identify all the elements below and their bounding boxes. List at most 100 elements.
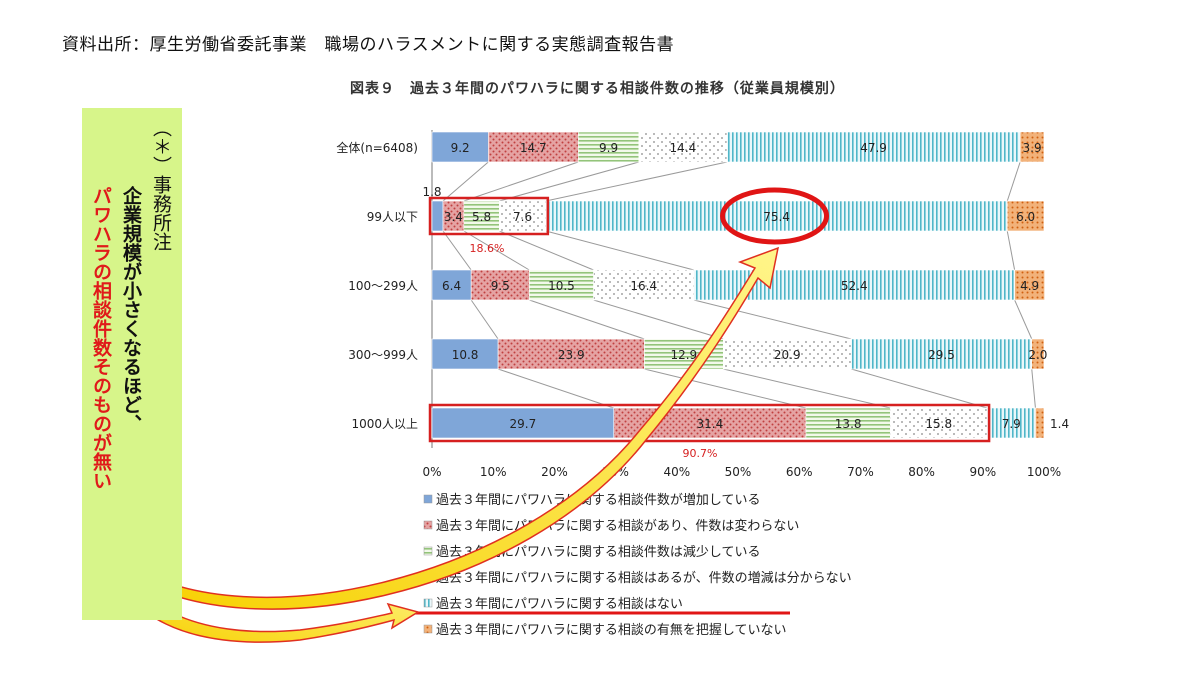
category-label: 1000人以上 xyxy=(351,417,418,431)
x-tick-label: 90% xyxy=(969,465,996,479)
legend-label: 過去３年間にパワハラに関する相談があり、件数は変わらない xyxy=(436,518,799,534)
connector-line xyxy=(499,161,639,202)
connector-line xyxy=(463,161,579,202)
connector-line xyxy=(1006,161,1021,202)
connector-line xyxy=(693,299,852,340)
bar-segment xyxy=(499,200,547,232)
bar-segment xyxy=(470,269,530,301)
legend-label: 過去３年間にパワハラに関する相談の有無を把握していない xyxy=(436,622,786,638)
bar-segment xyxy=(1006,200,1045,232)
bar-segment xyxy=(1035,407,1045,439)
bar-segment xyxy=(986,407,1036,439)
segment-value-label: 7.9 xyxy=(1002,417,1021,431)
x-tick-label: 100% xyxy=(1027,465,1061,479)
connector-line xyxy=(442,230,472,271)
bar-segment xyxy=(1014,269,1045,301)
x-tick-label: 40% xyxy=(663,465,690,479)
x-tick-label: 20% xyxy=(541,465,568,479)
source-caption: 資料出所：厚生労働省委託事業 職場のハラスメントに関する実態調査報告書 xyxy=(62,35,675,55)
curved-arrow-lower xyxy=(115,557,420,643)
bar-segment xyxy=(463,200,500,232)
legend-label: 過去３年間にパワハラに関する相談件数が増加している xyxy=(436,492,760,508)
connector-line xyxy=(851,368,988,409)
connector-line xyxy=(499,230,594,271)
bar-segment xyxy=(529,269,594,301)
segment-value-label: 4.9 xyxy=(1020,279,1039,293)
note-line-2: パワハラの相談件数そのものが無い xyxy=(90,186,112,490)
bar-segment xyxy=(431,200,444,232)
x-tick-label: 70% xyxy=(847,465,874,479)
segment-value-label: 23.9 xyxy=(558,348,585,362)
category-label: 300～999人 xyxy=(348,348,418,362)
segment-value-label: 7.6 xyxy=(513,210,532,224)
bar-segment xyxy=(1031,338,1045,370)
highlight-box xyxy=(428,403,991,443)
segment-value-label: 10.8 xyxy=(452,348,479,362)
x-tick-label: 50% xyxy=(725,465,752,479)
segment-value-label: 14.4 xyxy=(670,141,697,155)
legend-label: 過去３年間にパワハラに関する相談はない xyxy=(436,596,683,612)
connector-line xyxy=(1014,299,1033,340)
bar-segment xyxy=(545,200,1008,232)
legend-swatch xyxy=(423,520,433,530)
connector-line xyxy=(463,230,530,271)
note-prefix: （＊）事務所注 xyxy=(150,118,172,251)
segment-value-label: 14.7 xyxy=(520,141,547,155)
connector-line xyxy=(470,299,499,340)
annotation-label: 18.6% xyxy=(470,242,505,255)
segment-value-label: 1.8 xyxy=(422,185,441,199)
connector-line xyxy=(545,230,695,271)
annotation-label: 90.7% xyxy=(683,447,718,460)
segment-value-label: 29.5 xyxy=(928,348,955,362)
connector-line xyxy=(529,299,645,340)
connector-line xyxy=(497,368,614,409)
segment-value-label: 9.9 xyxy=(599,141,618,155)
legend-swatch xyxy=(423,598,433,608)
highlight-oval xyxy=(720,187,830,245)
segment-value-label: 12.9 xyxy=(670,348,697,362)
x-tick-label: 60% xyxy=(786,465,813,479)
bar-segment xyxy=(488,131,579,163)
connector-line xyxy=(1031,368,1036,409)
chart-title: 図表９ 過去３年間のパワハラに関する相談件数の推移（従業員規模別） xyxy=(350,81,845,97)
connector-line xyxy=(644,368,807,409)
bar-segment xyxy=(850,338,1033,370)
bar-segment xyxy=(497,338,645,370)
connector-line xyxy=(723,368,891,409)
annotation-arrows xyxy=(115,246,779,643)
note-box xyxy=(82,108,182,620)
segment-value-label: 1.4 xyxy=(1050,417,1069,431)
note-line-1: 企業規模が小さくなるほど、 xyxy=(120,186,142,433)
segment-value-label: 6.4 xyxy=(442,279,461,293)
segment-value-label: 13.8 xyxy=(835,417,862,431)
segment-value-label: 75.4 xyxy=(763,210,790,224)
category-label: 全体(n=6408) xyxy=(336,140,418,155)
segment-value-label: 3.9 xyxy=(1023,141,1042,155)
segment-value-label: 9.5 xyxy=(491,279,510,293)
bar-segment xyxy=(431,407,615,439)
legend-swatch xyxy=(423,624,433,634)
bar-segment xyxy=(726,131,1021,163)
x-tick-label: 10% xyxy=(480,465,507,479)
segment-value-label: 2.0 xyxy=(1028,348,1047,362)
x-tick-label: 0% xyxy=(422,465,441,479)
segment-value-label: 29.7 xyxy=(510,417,537,431)
legend-label: 過去３年間にパワハラに関する相談件数は減少している xyxy=(436,544,760,560)
bar-segment xyxy=(1019,131,1045,163)
segment-value-label: 5.8 xyxy=(472,210,491,224)
category-label: 99人以下 xyxy=(367,210,418,224)
segment-value-label: 3.4 xyxy=(444,210,463,224)
segment-value-label: 10.5 xyxy=(548,279,575,293)
segment-value-label: 9.2 xyxy=(451,141,470,155)
legend-label: 過去３年間にパワハラに関する相談はあるが、件数の増減は分からない xyxy=(436,570,852,586)
connector-line xyxy=(545,161,728,202)
segment-value-label: 15.8 xyxy=(925,417,952,431)
curved-arrow-upper xyxy=(128,246,779,610)
segment-value-label: 20.9 xyxy=(774,348,801,362)
segment-value-label: 31.4 xyxy=(696,417,723,431)
x-tick-label: 80% xyxy=(908,465,935,479)
highlight-box xyxy=(428,196,550,236)
legend-swatch xyxy=(423,546,433,556)
segment-value-label: 47.9 xyxy=(860,141,887,155)
